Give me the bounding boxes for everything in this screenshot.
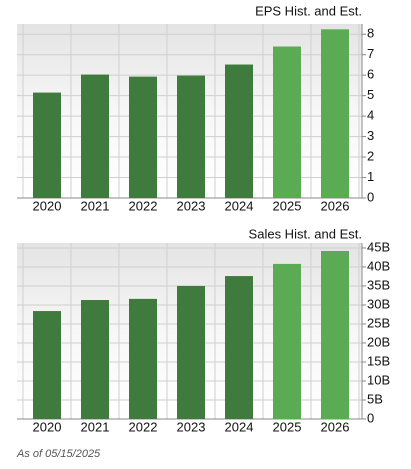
- y-tick-label: 45B: [367, 239, 390, 254]
- y-tick-label: 0: [367, 189, 374, 204]
- y-tick-label: 35B: [367, 277, 390, 292]
- y-tick-label: 30B: [367, 296, 390, 311]
- x-tick-label: 2021: [81, 198, 110, 213]
- bar: [321, 250, 349, 419]
- bar: [225, 276, 253, 419]
- x-tick-label: 2023: [177, 419, 206, 434]
- x-tick-label: 2024: [225, 419, 254, 434]
- y-tick-label: 2: [367, 148, 374, 163]
- bar: [33, 92, 61, 198]
- bar: [129, 298, 157, 419]
- x-tick-label: 2022: [129, 419, 158, 434]
- y-tick-label: 5B: [367, 391, 383, 406]
- bar: [273, 46, 301, 199]
- x-tick-label: 2023: [177, 198, 206, 213]
- x-tick-label: 2026: [321, 419, 350, 434]
- bar: [33, 311, 61, 419]
- bar: [129, 76, 157, 198]
- bar: [273, 263, 301, 419]
- x-tick-label: 2021: [81, 419, 110, 434]
- bar: [321, 29, 349, 198]
- y-tick-label: 6: [367, 67, 374, 82]
- y-tick-label: 7: [367, 46, 374, 61]
- x-tick-label: 2022: [129, 198, 158, 213]
- chart-title: EPS Hist. and Est.: [255, 3, 362, 18]
- x-tick-label: 2024: [225, 198, 254, 213]
- y-tick-label: 3: [367, 128, 374, 143]
- bar: [177, 75, 205, 198]
- y-tick-label: 4: [367, 108, 374, 123]
- chart-title: Sales Hist. and Est.: [249, 226, 362, 241]
- y-tick-label: 20B: [367, 334, 390, 349]
- bar: [81, 74, 109, 198]
- x-tick-label: 2020: [33, 198, 62, 213]
- y-tick-label: 25B: [367, 315, 390, 330]
- bar: [177, 285, 205, 419]
- footer: As of 05/15/2025: [16, 448, 101, 460]
- x-tick-label: 2025: [273, 198, 302, 213]
- x-tick-label: 2026: [321, 198, 350, 213]
- y-tick-label: 8: [367, 26, 374, 41]
- bar: [225, 64, 253, 198]
- y-tick-label: 10B: [367, 372, 390, 387]
- x-tick-label: 2025: [273, 419, 302, 434]
- x-tick-label: 2020: [33, 419, 62, 434]
- y-tick-label: 15B: [367, 353, 390, 368]
- y-tick-label: 40B: [367, 258, 390, 273]
- y-tick-label: 5: [367, 87, 374, 102]
- bar: [81, 300, 109, 419]
- y-tick-label: 1: [367, 169, 374, 184]
- y-tick-label: 0: [367, 410, 374, 425]
